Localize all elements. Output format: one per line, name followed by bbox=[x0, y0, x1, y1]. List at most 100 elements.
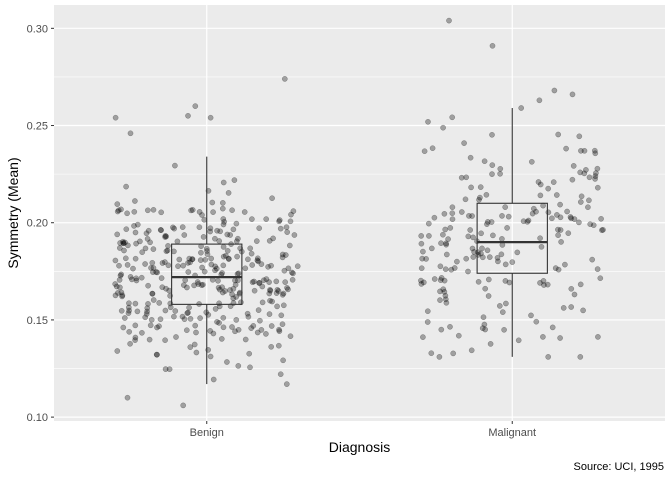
data-point bbox=[251, 278, 257, 285]
data-point bbox=[595, 334, 601, 340]
data-point bbox=[116, 262, 122, 269]
data-point bbox=[129, 276, 135, 283]
data-point bbox=[418, 233, 425, 239]
data-point bbox=[225, 256, 232, 262]
data-point bbox=[437, 297, 443, 303]
data-point bbox=[210, 209, 216, 215]
data-point bbox=[278, 312, 285, 319]
x-axis: Benign Malignant bbox=[190, 421, 536, 439]
data-point bbox=[428, 245, 435, 252]
data-point bbox=[436, 354, 443, 360]
data-point bbox=[220, 314, 227, 321]
data-point bbox=[489, 171, 495, 177]
data-point bbox=[172, 162, 178, 169]
data-point bbox=[465, 233, 472, 240]
data-point bbox=[451, 265, 458, 271]
data-point bbox=[171, 225, 178, 232]
data-point bbox=[249, 216, 255, 222]
data-point bbox=[149, 290, 156, 297]
data-point bbox=[515, 337, 522, 344]
data-point bbox=[495, 258, 501, 265]
data-point bbox=[597, 275, 604, 282]
data-point bbox=[479, 254, 486, 261]
data-point bbox=[203, 245, 210, 252]
data-point bbox=[138, 274, 145, 281]
data-point bbox=[143, 311, 150, 317]
data-point bbox=[426, 233, 432, 239]
data-point bbox=[544, 281, 551, 288]
data-point bbox=[219, 289, 226, 296]
data-point bbox=[449, 210, 456, 217]
data-point bbox=[256, 279, 263, 286]
data-point bbox=[114, 201, 121, 207]
data-point bbox=[267, 287, 274, 294]
data-point bbox=[132, 322, 139, 329]
data-point bbox=[158, 275, 165, 281]
data-point bbox=[113, 283, 120, 290]
data-point bbox=[230, 285, 237, 292]
data-point bbox=[467, 154, 474, 161]
data-point bbox=[207, 225, 214, 232]
data-point bbox=[221, 218, 228, 225]
data-point bbox=[428, 350, 435, 357]
data-point bbox=[568, 304, 575, 310]
data-point bbox=[216, 286, 223, 293]
data-point bbox=[157, 316, 164, 323]
data-point bbox=[545, 354, 552, 360]
y-tick-label: 0.25 bbox=[27, 121, 48, 133]
data-point bbox=[594, 266, 601, 272]
data-point bbox=[212, 235, 218, 242]
data-point bbox=[484, 221, 490, 227]
data-point bbox=[218, 336, 225, 342]
data-point bbox=[499, 309, 506, 315]
data-point bbox=[285, 265, 292, 272]
data-point bbox=[576, 133, 583, 140]
data-point bbox=[176, 256, 183, 263]
data-point bbox=[263, 216, 270, 222]
data-point bbox=[126, 328, 133, 335]
data-point bbox=[458, 174, 465, 181]
data-point bbox=[117, 284, 123, 291]
data-point bbox=[290, 208, 297, 214]
data-point bbox=[179, 313, 186, 320]
data-point bbox=[159, 260, 166, 266]
data-point bbox=[268, 323, 275, 329]
data-point bbox=[121, 247, 127, 254]
data-point bbox=[247, 364, 253, 371]
data-point bbox=[503, 300, 509, 307]
data-point bbox=[235, 326, 242, 333]
data-point bbox=[533, 318, 540, 325]
data-point bbox=[215, 284, 222, 291]
data-point bbox=[256, 280, 262, 286]
data-point bbox=[133, 275, 140, 282]
data-point bbox=[552, 265, 559, 271]
data-point bbox=[551, 87, 558, 94]
boxplots bbox=[171, 108, 548, 385]
data-point bbox=[461, 140, 467, 146]
data-point bbox=[166, 366, 173, 373]
data-point bbox=[590, 222, 597, 229]
data-point bbox=[441, 210, 448, 217]
data-point bbox=[502, 204, 509, 210]
data-point bbox=[185, 260, 191, 266]
data-point bbox=[182, 277, 189, 284]
data-point bbox=[431, 276, 438, 282]
data-point bbox=[279, 291, 286, 298]
data-point bbox=[145, 227, 152, 234]
data-point bbox=[478, 230, 484, 237]
data-point bbox=[260, 277, 267, 284]
data-point bbox=[420, 334, 426, 340]
data-point bbox=[225, 255, 232, 262]
data-point bbox=[449, 114, 456, 121]
box bbox=[171, 243, 243, 305]
data-point bbox=[553, 192, 560, 198]
data-point bbox=[154, 269, 161, 276]
data-point bbox=[125, 310, 132, 316]
data-point bbox=[115, 207, 122, 214]
data-point bbox=[229, 207, 235, 214]
data-point bbox=[234, 253, 240, 260]
data-point bbox=[219, 270, 225, 276]
data-point bbox=[269, 298, 275, 305]
data-point bbox=[587, 221, 594, 228]
